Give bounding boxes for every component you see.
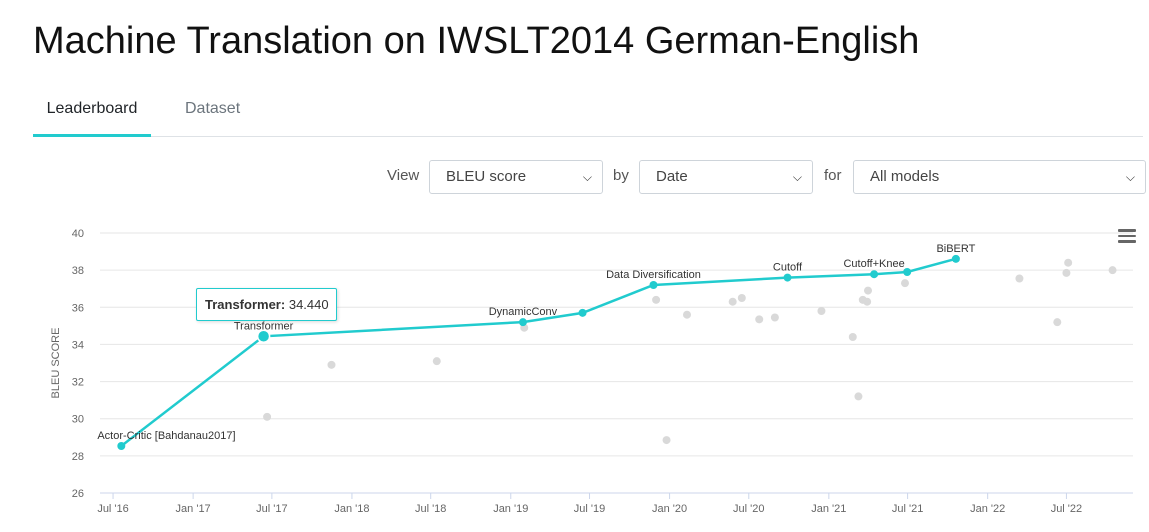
for-select[interactable]: All models ⌵ <box>853 160 1146 194</box>
sota-point <box>903 268 912 276</box>
y-tick-label: 28 <box>72 451 84 463</box>
tab-bar: Leaderboard Dataset <box>33 92 1143 137</box>
chart-controls: View BLEU score ⌵ by Date ⌵ for All mode… <box>0 160 1149 194</box>
y-tick-label: 38 <box>72 265 84 277</box>
sota-point <box>649 281 658 289</box>
x-tick-label: Jan '18 <box>334 503 369 515</box>
y-tick-label: 26 <box>72 488 84 500</box>
x-tick-label: Jul '17 <box>256 503 287 515</box>
sota-point-label: Transformer <box>234 320 294 332</box>
bleu-score-chart: 26 28 30 32 34 36 38 40 Jul '16 Jan '17 Jul '17 Jan… <box>50 228 1133 515</box>
x-tick-label: Jan '22 <box>970 503 1005 515</box>
tooltip-model-name: Transformer <box>205 297 281 312</box>
view-label: View <box>387 167 420 184</box>
view-select-value: BLEU score <box>446 168 527 185</box>
y-tick-label: 36 <box>72 302 84 314</box>
view-select[interactable]: BLEU score ⌵ <box>429 160 603 194</box>
hamburger-menu-icon[interactable] <box>1118 229 1136 243</box>
other-model-point <box>1108 266 1117 275</box>
other-model-point <box>863 297 872 306</box>
sota-point <box>256 329 271 344</box>
sota-point-label: Cutoff <box>773 262 803 274</box>
x-tick-label: Jul '20 <box>733 503 764 515</box>
tab-dataset[interactable]: Dataset <box>185 100 241 117</box>
other-model-point <box>755 315 764 324</box>
by-select-value: Date <box>656 168 688 185</box>
other-model-point <box>728 297 737 306</box>
chevron-down-icon: ⌵ <box>582 170 592 184</box>
x-tick-label: Jul '21 <box>892 503 923 515</box>
other-model-point <box>864 286 873 295</box>
x-tick-label: Jan '21 <box>811 503 846 515</box>
by-label: by <box>613 167 629 184</box>
other-model-point <box>652 295 661 304</box>
sota-point <box>870 270 879 279</box>
sota-point-label: Data Diversification <box>606 269 701 281</box>
for-select-value: All models <box>870 168 940 185</box>
chart-tooltip: Transformer: 34.440 <box>196 288 337 321</box>
sota-point-label: DynamicConv <box>489 306 558 318</box>
other-model-point <box>900 279 909 288</box>
x-tick-label: Jul '19 <box>574 503 605 515</box>
y-tick-label: 34 <box>72 339 84 351</box>
other-model-point <box>1062 268 1071 277</box>
other-model-point <box>1064 258 1073 267</box>
x-tick-label: Jul '22 <box>1051 503 1082 515</box>
other-model-point <box>263 412 272 421</box>
y-axis-label: BLEU SCORE <box>50 328 62 399</box>
other-model-point <box>770 313 779 322</box>
y-tick-label: 32 <box>72 377 84 389</box>
x-tick-label: Jan '17 <box>176 503 211 515</box>
sota-point <box>578 308 587 317</box>
page-title: Machine Translation on IWSLT2014 German-… <box>33 20 920 62</box>
chevron-down-icon: ⌵ <box>1125 170 1135 184</box>
other-model-point <box>432 357 441 366</box>
sota-point <box>783 273 792 282</box>
x-tick-label: Jul '16 <box>97 503 128 515</box>
sota-point-label: BiBERT <box>936 243 975 255</box>
sota-point <box>951 254 960 263</box>
for-label: for <box>824 167 842 184</box>
other-model-point <box>682 310 691 319</box>
other-model-point <box>854 392 863 401</box>
other-model-point <box>817 307 826 315</box>
sota-point <box>518 318 527 327</box>
y-tick-label: 30 <box>72 414 84 426</box>
sota-point <box>117 442 126 451</box>
y-tick-label: 40 <box>72 228 84 240</box>
by-select[interactable]: Date ⌵ <box>639 160 813 194</box>
tab-leaderboard[interactable]: Leaderboard <box>33 92 151 137</box>
tooltip-value: 34.440 <box>288 297 329 312</box>
other-model-point <box>737 294 746 302</box>
other-model-point <box>662 436 671 445</box>
other-model-point <box>327 360 336 369</box>
chevron-down-icon: ⌵ <box>792 170 802 184</box>
other-model-point <box>1053 318 1062 327</box>
sota-line <box>120 257 957 447</box>
other-model-point <box>1015 274 1024 283</box>
sota-point-label: Cutoff+Knee <box>843 258 904 270</box>
x-tick-label: Jul '18 <box>415 503 446 515</box>
other-model-point <box>848 333 857 341</box>
sota-point-label: Actor-Critic [Bahdanau2017] <box>97 430 235 442</box>
x-tick-label: Jan '20 <box>652 503 687 515</box>
x-tick-label: Jan '19 <box>493 503 528 515</box>
